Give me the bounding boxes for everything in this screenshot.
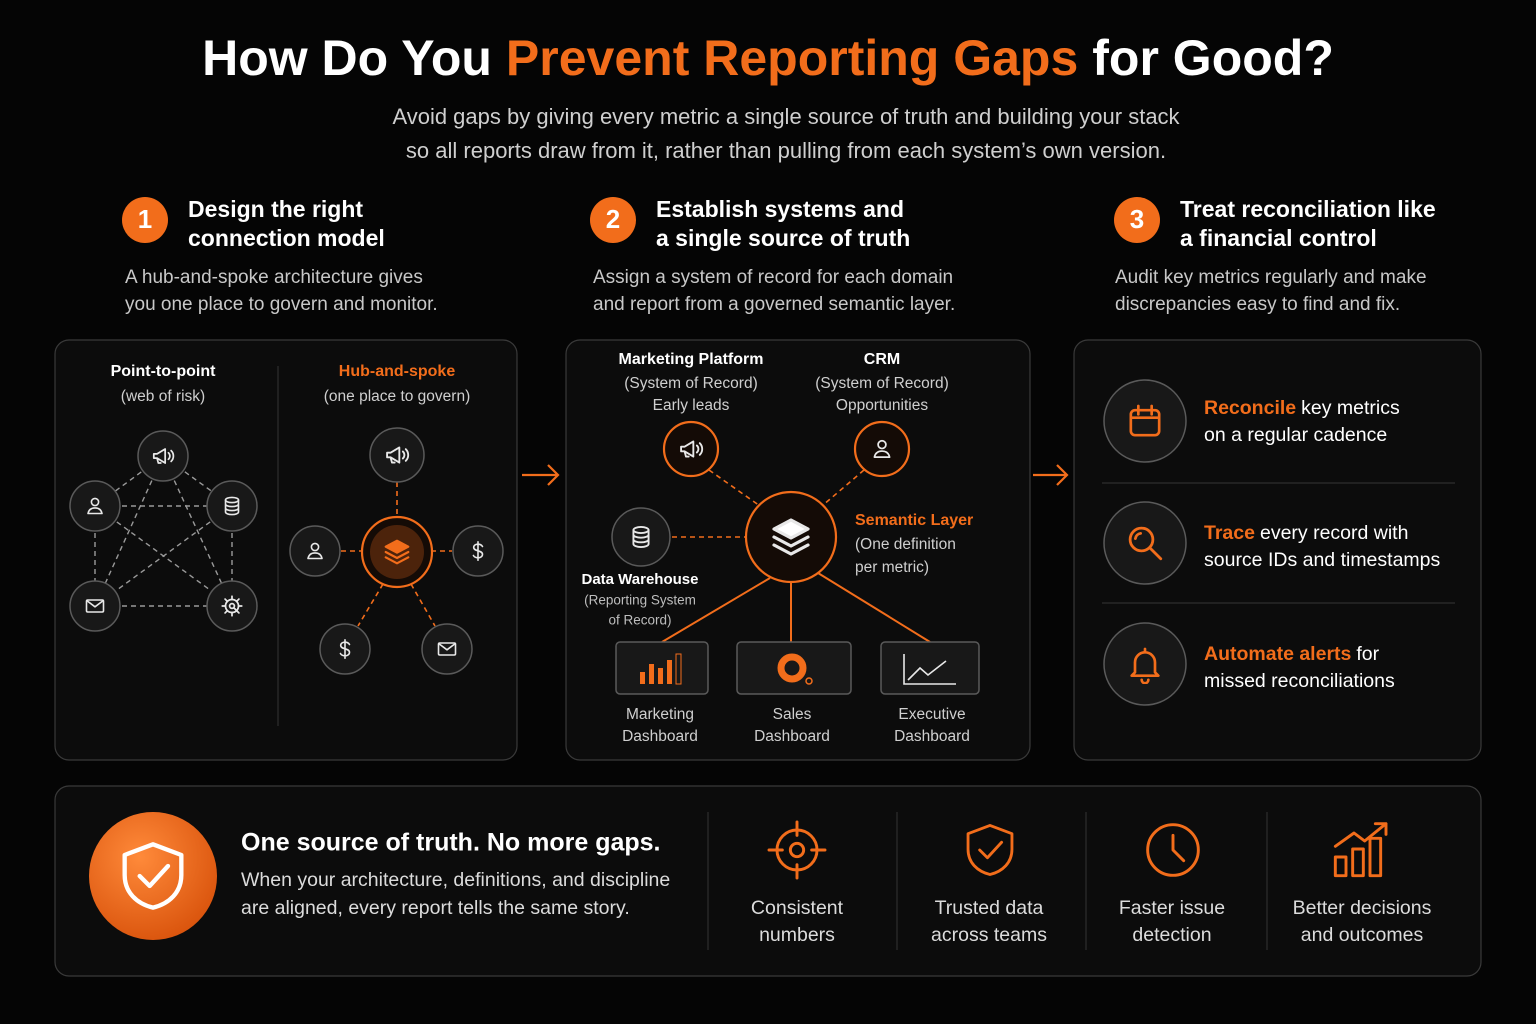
benefit: and outcomes bbox=[1301, 924, 1424, 946]
architecture-links bbox=[661, 469, 931, 643]
model-title: Hub-and-spoke bbox=[339, 363, 456, 380]
step: 3 Treat reconciliation like a financial … bbox=[1114, 196, 1436, 315]
benefit: Consistent bbox=[751, 897, 844, 919]
arrow bbox=[1033, 464, 1069, 486]
step-title: connection model bbox=[188, 225, 385, 251]
title-lead: How Do You bbox=[202, 30, 492, 86]
subtitle: Avoid gaps by giving every metric a sing… bbox=[392, 104, 1180, 129]
control-highlight: Automate alerts bbox=[1204, 643, 1352, 665]
step-badge bbox=[1114, 197, 1160, 243]
benefit: detection bbox=[1132, 924, 1211, 946]
control-text: Reconcile key metrics bbox=[1204, 397, 1400, 419]
system-detail: Opportunities bbox=[836, 397, 928, 414]
control-line: missed reconciliations bbox=[1204, 670, 1395, 692]
system-detail: Early leads bbox=[653, 397, 730, 414]
control-icons bbox=[1102, 379, 1455, 706]
benefit: Faster issue bbox=[1119, 897, 1225, 919]
system-detail: (System of Record) bbox=[624, 375, 758, 392]
step-number: 2 bbox=[606, 204, 620, 234]
step-title: Design the right bbox=[188, 196, 363, 222]
dashboard-label: Dashboard bbox=[622, 728, 698, 745]
dashboard-label: Marketing bbox=[626, 706, 694, 723]
step-number: 3 bbox=[1130, 204, 1144, 234]
control-line: for bbox=[1356, 643, 1379, 665]
title: How Do You Prevent Reporting Gaps for Good… bbox=[202, 30, 1334, 86]
system-detail: per metric) bbox=[855, 559, 929, 576]
subtitle: so all reports draw from it, rather than… bbox=[406, 138, 1166, 163]
step: 2 Establish systems and a single source … bbox=[590, 196, 955, 315]
mesh-nodes bbox=[69, 430, 258, 632]
title-tail: for Good? bbox=[1092, 30, 1334, 86]
model-subtitle: (web of risk) bbox=[121, 388, 205, 405]
arrow bbox=[522, 464, 560, 486]
dashboard-label: Dashboard bbox=[754, 728, 830, 745]
benefit: Trusted data bbox=[935, 897, 1044, 919]
control-highlight: Trace bbox=[1204, 522, 1255, 544]
benefit: Better decisions bbox=[1293, 897, 1432, 919]
control-text: Automate alerts for bbox=[1204, 643, 1380, 665]
step-title: a financial control bbox=[1180, 225, 1377, 251]
dashboard-label: Dashboard bbox=[894, 728, 970, 745]
step-badge bbox=[122, 197, 168, 243]
spoke-links bbox=[341, 482, 452, 627]
footer-panel bbox=[54, 785, 1482, 977]
control-highlight: Reconcile bbox=[1204, 397, 1296, 419]
step-description: Assign a system of record for each domai… bbox=[593, 267, 953, 288]
footer-badge bbox=[89, 812, 217, 940]
step-number: 1 bbox=[138, 204, 152, 234]
system-name: Marketing Platform bbox=[619, 351, 764, 368]
footer-headline: One source of truth. No more gaps. bbox=[241, 829, 661, 857]
dashboards bbox=[615, 641, 980, 695]
dashboard-label: Sales bbox=[773, 706, 812, 723]
spoke-nodes bbox=[289, 427, 504, 675]
model-subtitle: (one place to govern) bbox=[324, 388, 470, 405]
control-line: on a regular cadence bbox=[1204, 424, 1387, 446]
step-badge bbox=[590, 197, 636, 243]
system-detail: (One definition bbox=[855, 536, 956, 553]
step-title: Treat reconciliation like bbox=[1180, 196, 1436, 222]
step-title: Establish systems and bbox=[656, 196, 904, 222]
control-text: Trace every record with bbox=[1204, 522, 1408, 544]
step-description: and report from a governed semantic laye… bbox=[593, 294, 955, 315]
step-description: Audit key metrics regularly and make bbox=[1115, 267, 1427, 288]
step-title: a single source of truth bbox=[656, 225, 910, 251]
step: 1 Design the right connection model A hu… bbox=[122, 196, 438, 315]
footer-dividers bbox=[707, 812, 1268, 950]
system-name: CRM bbox=[864, 351, 900, 368]
system-detail: (Reporting System bbox=[584, 593, 696, 608]
system-detail: (System of Record) bbox=[815, 375, 949, 392]
architecture-nodes bbox=[611, 420, 911, 584]
step-description: discrepancies easy to find and fix. bbox=[1115, 294, 1400, 315]
title-highlight: Prevent Reporting Gaps bbox=[506, 30, 1078, 86]
benefit: numbers bbox=[759, 924, 835, 946]
system-detail: of Record) bbox=[608, 613, 671, 628]
control-line: source IDs and timestamps bbox=[1204, 549, 1441, 571]
system-name: Data Warehouse bbox=[582, 571, 699, 588]
footer-text: When your architecture, definitions, and… bbox=[241, 869, 670, 891]
step-description: A hub-and-spoke architecture gives bbox=[125, 267, 423, 288]
footer-text: are aligned, every report tells the same… bbox=[241, 897, 630, 919]
dashboard-label: Executive bbox=[898, 706, 965, 723]
model-title: Point-to-point bbox=[111, 363, 217, 380]
step-description: you one place to govern and monitor. bbox=[125, 294, 438, 315]
control-line: key metrics bbox=[1301, 397, 1400, 419]
control-line: every record with bbox=[1260, 522, 1408, 544]
system-name: Semantic Layer bbox=[855, 512, 973, 529]
benefit: across teams bbox=[931, 924, 1047, 946]
